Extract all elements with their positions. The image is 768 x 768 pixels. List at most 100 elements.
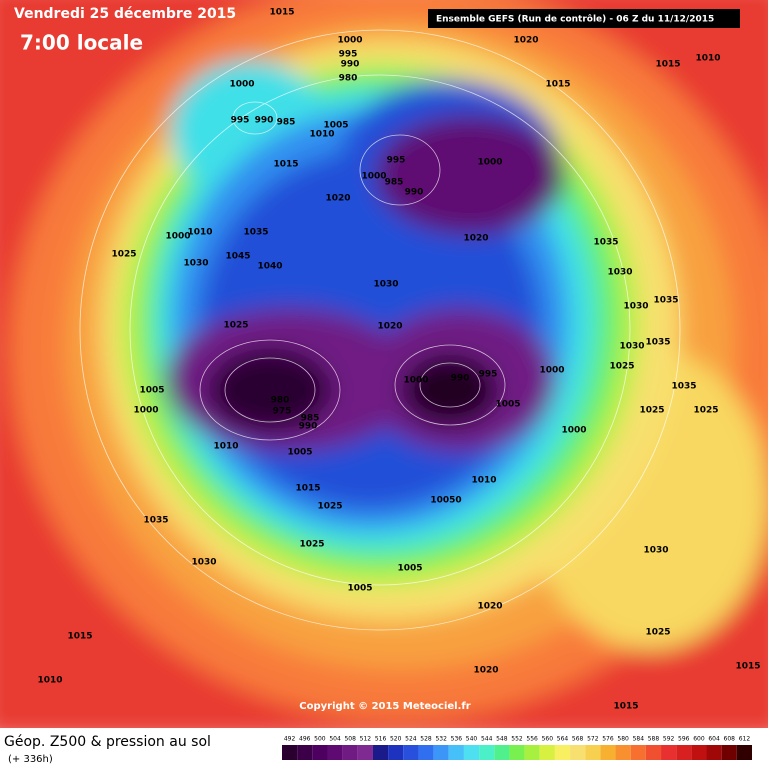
model-box [428, 9, 740, 28]
legend-label: 536 [451, 736, 463, 743]
pressure-label: 1025 [299, 540, 324, 550]
pressure-label: 1015 [545, 80, 570, 90]
pressure-label: 995 [339, 50, 358, 60]
legend-swatch [463, 745, 480, 760]
pressure-label: 985 [277, 118, 296, 128]
pressure-label: 990 [405, 188, 424, 198]
pressure-label: 1000 [539, 366, 564, 376]
legend-swatch [676, 745, 692, 760]
legend-label: 496 [299, 736, 311, 743]
pressure-label: 1035 [243, 228, 268, 238]
pressure-label: 1020 [463, 234, 488, 244]
legend-swatch [691, 745, 707, 760]
pressure-label: 990 [299, 422, 318, 432]
pressure-label: 1030 [373, 280, 398, 290]
legend-label: 556 [526, 736, 538, 743]
pressure-label: 1020 [377, 322, 402, 332]
pressure-label: 1025 [223, 321, 248, 331]
pressure-label: 1015 [613, 702, 638, 712]
legend-swatch [372, 745, 389, 760]
lead-time: (+ 336h) [8, 754, 53, 765]
legend-label: 576 [602, 736, 614, 743]
legend-label: 580 [617, 736, 629, 743]
legend-label: 540 [466, 736, 478, 743]
pressure-label: 1010 [213, 442, 238, 452]
pressure-label: 1030 [623, 302, 648, 312]
pressure-label: 980 [339, 74, 358, 84]
pressure-label: 1010 [187, 228, 212, 238]
pressure-label: 1045 [225, 252, 250, 262]
pressure-label: 1000 [477, 158, 502, 168]
pressure-label: 1010 [695, 54, 720, 64]
pressure-label: 1030 [619, 342, 644, 352]
pressure-label: 1015 [735, 662, 760, 672]
pressure-label: 1010 [309, 130, 334, 140]
pressure-label: 1005 [397, 564, 422, 574]
legend-swatch [418, 745, 434, 760]
pressure-label: 990 [255, 116, 274, 126]
legend-label: 520 [390, 736, 402, 743]
pressure-label: 1015 [269, 8, 294, 18]
pressure-label: 1005 [323, 121, 348, 131]
pressure-label: 1015 [67, 632, 92, 642]
legend-label: 592 [663, 736, 675, 743]
pressure-label: 1025 [639, 406, 664, 416]
pressure-label: 1000 [561, 426, 586, 436]
legend-label: 588 [648, 736, 660, 743]
pressure-label: 1000 [337, 36, 362, 46]
legend-label: 608 [724, 736, 736, 743]
geopotential-field [0, 0, 768, 740]
pressure-label: 990 [451, 374, 470, 384]
legend-swatch [736, 745, 752, 760]
legend-swatch [630, 745, 646, 760]
pressure-label: 1030 [191, 558, 216, 568]
pressure-label: 1035 [653, 296, 678, 306]
pressure-label: 1020 [325, 194, 350, 204]
copyright: Copyright © 2015 Meteociel.fr [299, 701, 470, 712]
isobars [79, 29, 681, 631]
legend-label: 604 [708, 736, 720, 743]
pressure-label: 1020 [473, 666, 498, 676]
legend-swatch [282, 745, 298, 760]
legend-swatch [403, 745, 419, 760]
legend-swatch [661, 745, 677, 760]
legend-label: 552 [511, 736, 523, 743]
legend-swatch [448, 745, 464, 760]
legend-swatch [494, 745, 510, 760]
pressure-label: 1000 [361, 172, 386, 182]
time: 7:00 locale [20, 31, 143, 55]
pressure-label: 1005 [347, 584, 372, 594]
pressure-label: 1015 [273, 160, 298, 170]
legend-label: 548 [496, 736, 508, 743]
pressure-label: 1025 [645, 628, 670, 638]
pressure-label: 995 [479, 370, 498, 380]
pressure-label: 10050 [430, 496, 461, 506]
legend-label: 568 [572, 736, 584, 743]
legend-swatch [554, 745, 571, 760]
pressure-label: 1035 [593, 238, 618, 248]
pressure-label: 995 [387, 156, 406, 166]
legend-swatch [721, 745, 737, 760]
legend-swatch [509, 745, 525, 760]
legend-swatch [524, 745, 540, 760]
legend-label: 532 [435, 736, 447, 743]
pressure-label: 985 [301, 414, 320, 424]
pressure-label: 1030 [643, 546, 668, 556]
pressure-label: 1020 [513, 36, 538, 46]
pressure-label: 1025 [317, 502, 342, 512]
legend-swatch [433, 745, 449, 760]
legend-swatch [615, 745, 631, 760]
pressure-label: 1035 [645, 338, 670, 348]
pressure-label: 1000 [403, 376, 428, 386]
date: Vendredi 25 décembre 2015 [14, 6, 236, 22]
pressure-label: 1035 [671, 382, 696, 392]
legend-label: 564 [557, 736, 569, 743]
pressure-label: 1015 [655, 60, 680, 70]
legend-swatch [600, 745, 616, 760]
pressure-label: 1025 [609, 362, 634, 372]
legend-label: 560 [542, 736, 554, 743]
pressure-label: 1010 [37, 676, 62, 686]
pressure-label: 1030 [183, 259, 208, 269]
legend-label: 584 [633, 736, 645, 743]
pressure-label: 1035 [143, 516, 168, 526]
